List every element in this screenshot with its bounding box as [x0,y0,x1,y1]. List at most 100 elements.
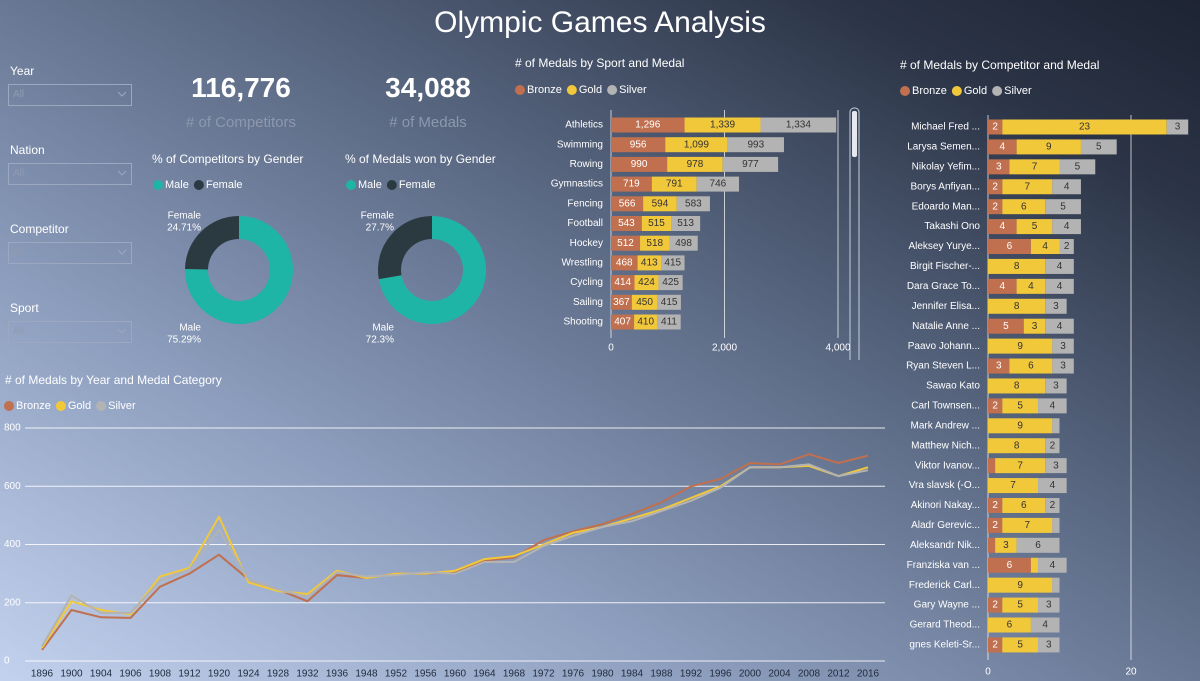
bar-segment [988,338,1053,354]
x-tick-label: 1960 [444,669,467,680]
bar-segment [1166,119,1189,135]
bar-chart: # of Medals by Competitor and Medal Bronz… [900,58,1189,678]
bar-segment [988,139,1017,155]
bar-segment [988,358,1010,374]
x-tick-label: 1896 [31,669,54,680]
kpi-value: 116,776 [191,72,291,103]
legend-label: Female [399,179,436,191]
bar-segment [634,275,659,291]
bar-segment [1080,139,1117,155]
bar-segment [1052,418,1060,434]
bar-segment [1045,497,1060,513]
bar-segment [1038,478,1067,494]
slice-label: Female [361,211,395,222]
bar-segment [1002,179,1053,195]
bar-segment [1016,278,1046,294]
data-label: 3 [1053,460,1059,471]
chevron [117,170,127,176]
dropdown[interactable]: All [8,321,132,343]
legend-label: Silver [108,400,136,412]
data-label: 977 [742,159,759,170]
data-label: 367 [613,297,630,308]
bar-segment [631,294,658,310]
data-label: 5 [1017,600,1023,611]
chart-title: # of Medals by Sport and Medal [515,56,684,70]
data-label: 4 [1057,321,1063,332]
data-label: 2 [992,401,998,412]
y-tick-label: Gerard Theod... [910,620,980,631]
bar-segment [611,117,685,133]
data-label: 9 [1017,341,1023,352]
bar-segment [988,179,1003,195]
x-tick-label: 1964 [473,669,496,680]
bar-segment [727,137,784,153]
data-label: 594 [652,198,669,209]
x-tick-label: 1928 [267,669,290,680]
bar-segment [988,119,1003,135]
data-label: 4 [1050,560,1056,571]
y-tick-label: Edoardo Man... [912,201,980,212]
bar-segment [988,278,1017,294]
scrollbar-thumb[interactable] [852,111,857,157]
data-label: 3 [1053,381,1059,392]
x-tick-label: 1932 [296,669,319,680]
x-tick-label: 1968 [503,669,526,680]
bar-segment [988,617,1031,633]
dropdown[interactable]: All [8,84,132,106]
y-tick-label: Wrestling [562,258,604,269]
bar-segment [1052,577,1060,593]
bar-segment [657,314,681,330]
bar-segment [1052,179,1081,195]
data-label: 4 [1000,142,1006,153]
x-tick-label: 2004 [768,669,791,680]
data-label: 6 [1035,540,1041,551]
series-line [41,464,869,649]
data-label: 9 [1017,580,1023,591]
data-label: 3 [1046,600,1052,611]
y-tick-label: Gymnastics [551,179,603,190]
filter-label: Nation [10,143,45,157]
data-label: 2 [992,520,998,531]
bar-segment [1002,597,1039,613]
bar-segment [1002,497,1046,513]
legend-swatch [951,86,962,96]
bar-segment [988,239,1031,255]
x-tick-label: 2,000 [712,343,737,354]
legend-swatch [515,85,525,95]
data-label: 8 [1014,261,1020,272]
dropdown[interactable]: All [8,242,132,264]
bar-segment [988,199,1003,215]
data-label: 3 [1003,540,1009,551]
data-label: 6 [1007,241,1013,252]
data-label: 424 [638,277,655,288]
bar-segment [1016,219,1053,235]
bar-segment [1009,159,1060,175]
scrollbar[interactable] [849,107,860,360]
bar-segment [611,314,635,330]
bar-segment [988,219,1017,235]
y-tick-label: Akinori Nakay... [911,500,980,511]
bar-segment [1045,458,1067,474]
bar-segment [988,458,996,474]
x-tick-label: 1980 [591,669,614,680]
legend-label: Bronze [527,84,562,96]
x-tick-label: 1956 [414,669,437,680]
data-label: 7 [1025,520,1031,531]
y-tick-label: 400 [4,539,21,550]
x-tick-label: 0 [608,343,614,354]
bar-segment [1059,159,1096,175]
y-tick-label: Aleksey Yurye... [908,241,980,252]
data-label: 2 [992,201,998,212]
bar-segment [760,117,837,133]
bar-segment [660,255,685,271]
bar-segment [988,258,1046,274]
legend-label: Silver [1004,85,1032,97]
data-label: 413 [641,258,658,269]
y-tick-label: 200 [4,597,21,608]
filter-label: Year [10,64,35,78]
bar-segment [611,216,642,231]
data-label: 9 [1046,142,1052,153]
dropdown[interactable]: All [8,163,132,185]
